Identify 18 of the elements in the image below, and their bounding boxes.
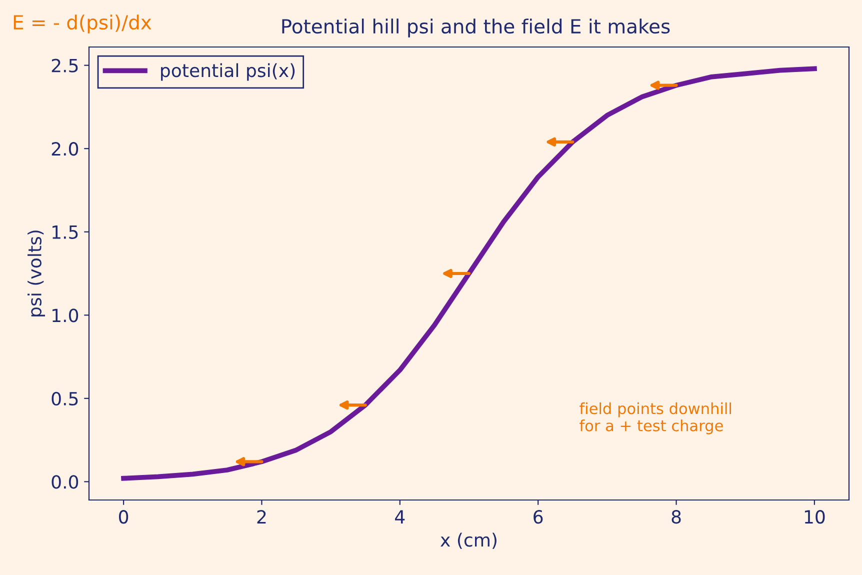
x-tick-label: 8 bbox=[672, 510, 681, 524]
text: E = - d(psi)/dx bbox=[14, 14, 152, 34]
y-tick-label: 2.0 bbox=[52, 142, 78, 156]
y-tick-label: 0.0 bbox=[52, 475, 78, 489]
annotation: field points downhill for a + test charge bbox=[580, 402, 732, 434]
y-axis-title: psi (volts) bbox=[28, 230, 46, 316]
legend-label: potential psi(x) bbox=[161, 63, 295, 81]
x-tick-label: 0 bbox=[118, 510, 128, 524]
y-tick-label: 1.5 bbox=[52, 226, 78, 239]
x-tick-label: 10 bbox=[804, 510, 825, 524]
x-tick-label: 6 bbox=[534, 510, 543, 524]
x-axis-title: x (cm) bbox=[440, 532, 496, 549]
chart-title: Potential hill psi and the field E it makes bbox=[282, 18, 670, 38]
y-tick-label: 2.5 bbox=[52, 58, 78, 72]
y-tick-label: 1.0 bbox=[52, 308, 78, 322]
x-tick-label: 4 bbox=[395, 510, 405, 524]
x-tick-label: 2 bbox=[257, 510, 266, 524]
y-tick-label: 0.5 bbox=[52, 392, 78, 406]
